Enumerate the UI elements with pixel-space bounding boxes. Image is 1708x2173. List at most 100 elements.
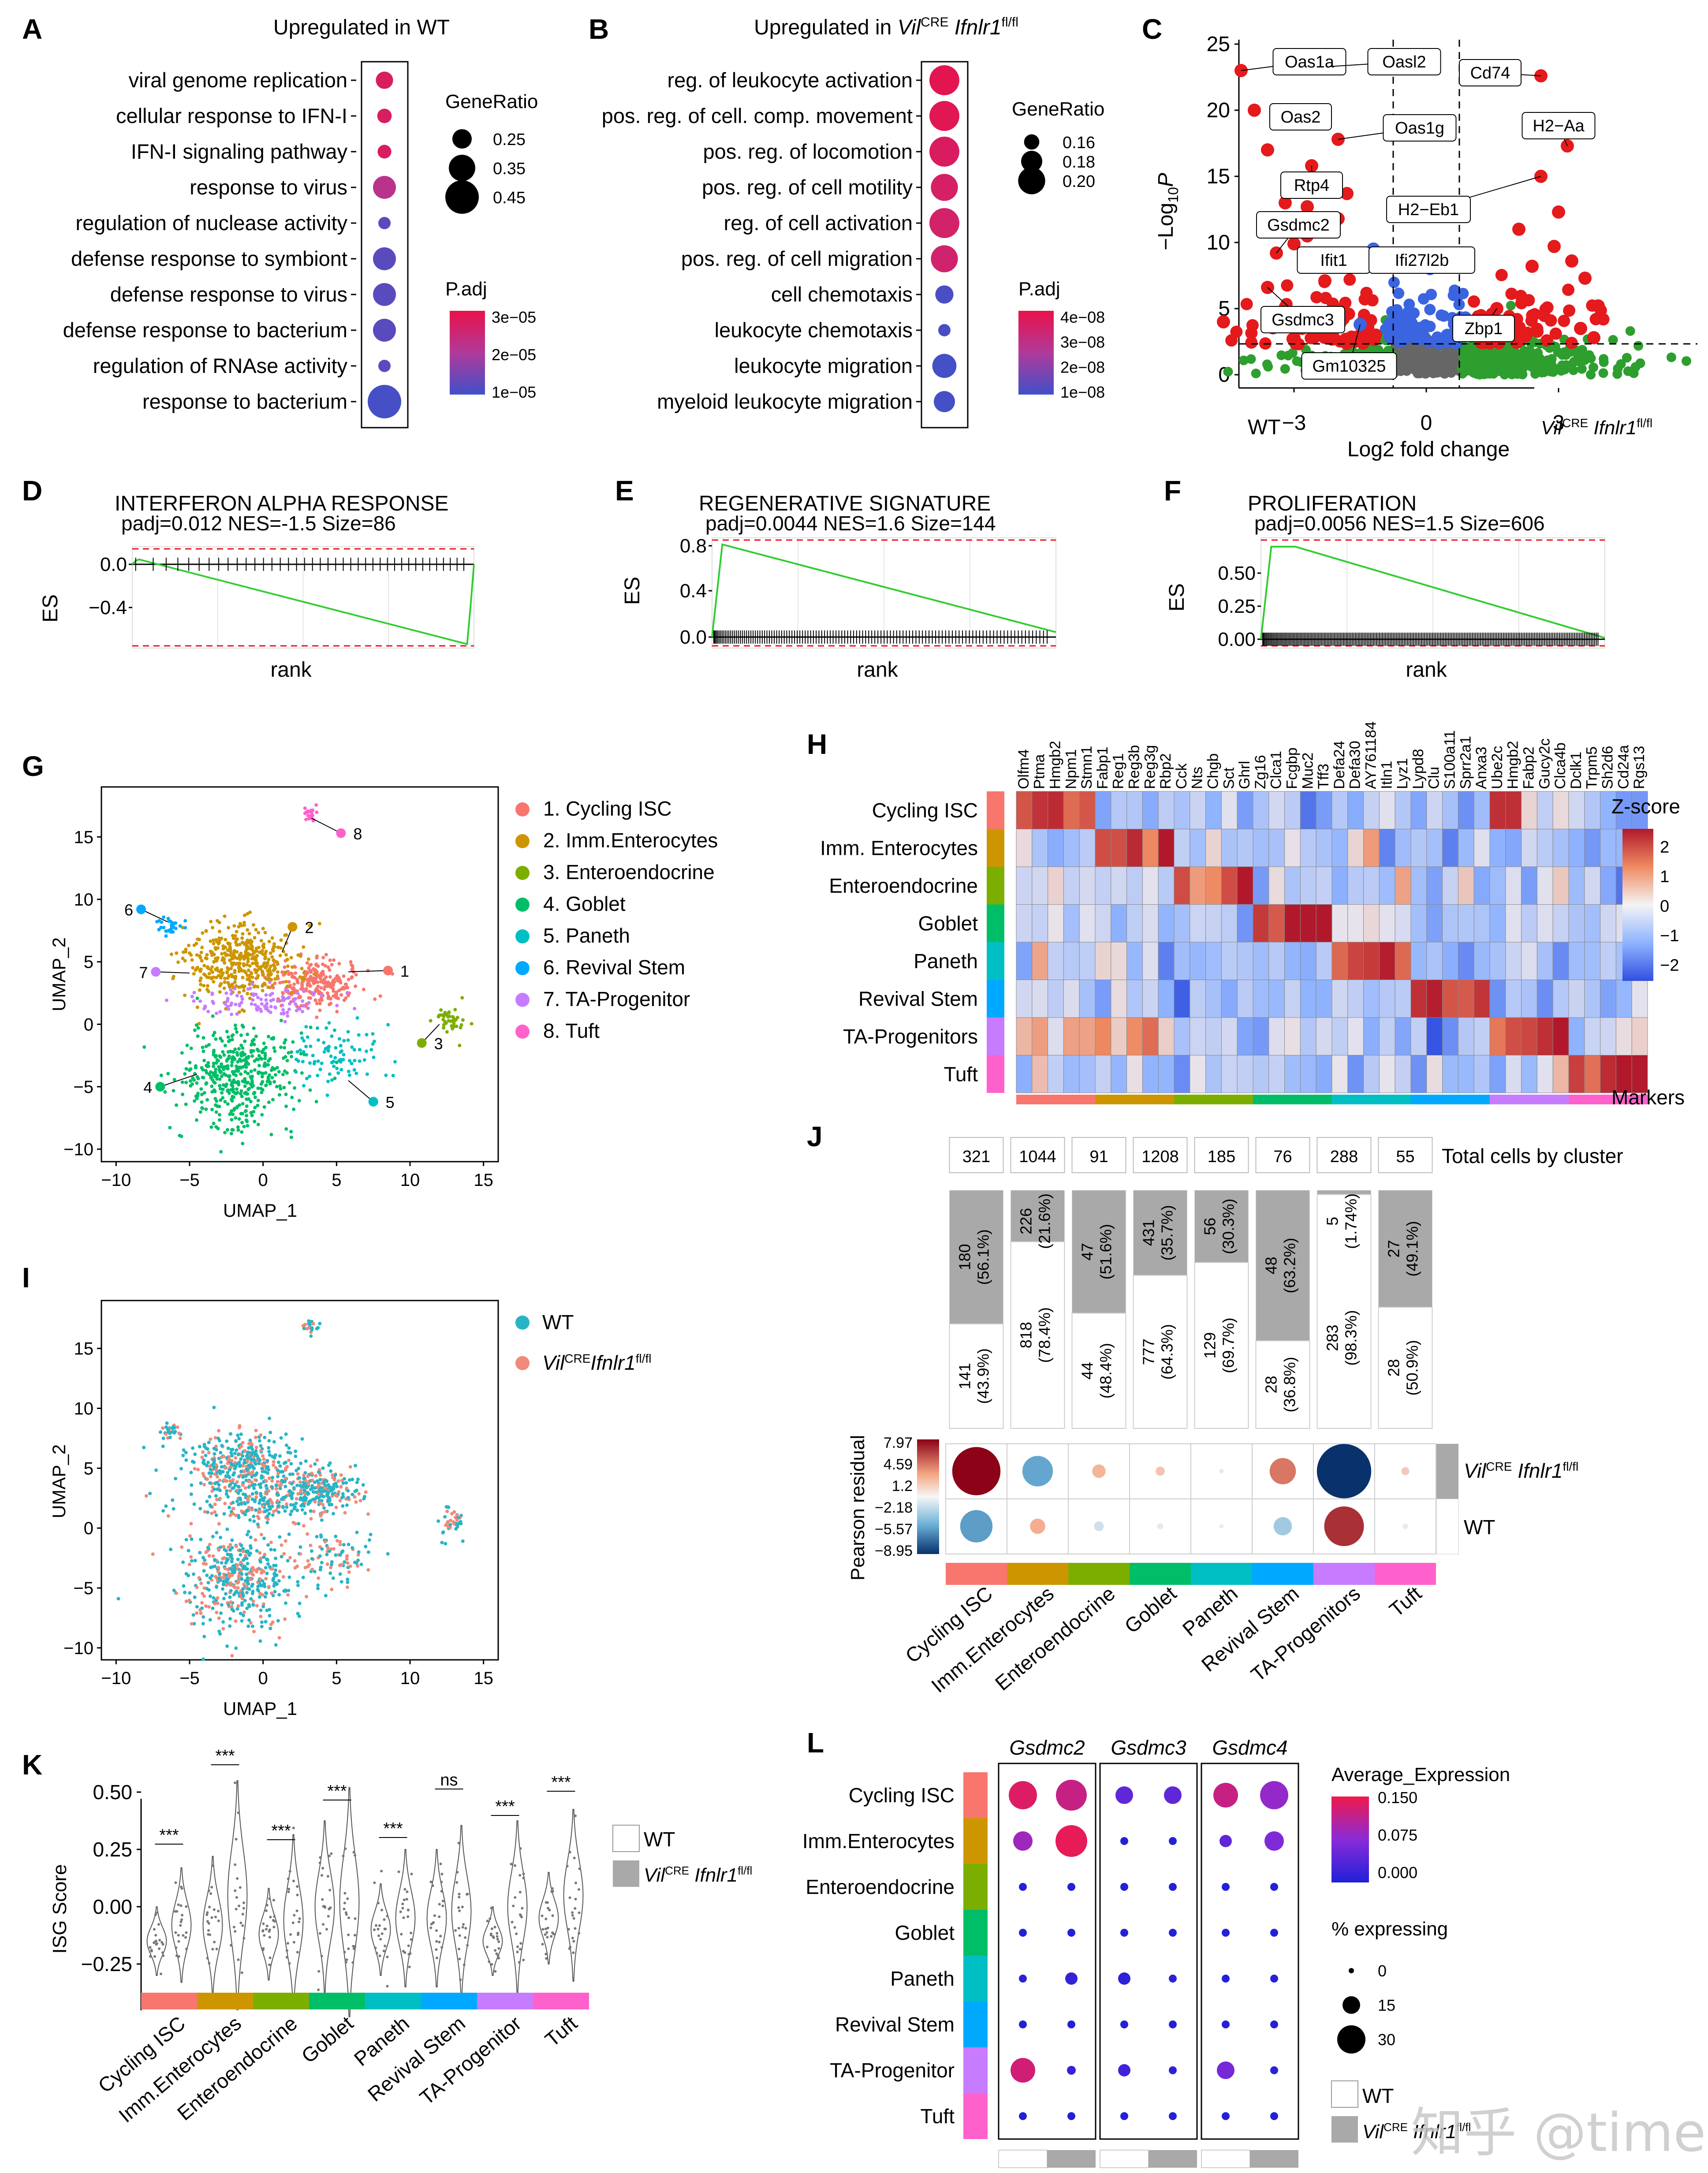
i-point xyxy=(213,1558,217,1562)
i-point xyxy=(222,1556,226,1560)
c-point xyxy=(1633,341,1644,351)
i-point xyxy=(192,1572,196,1576)
h-cell xyxy=(1521,866,1537,905)
b-color-legend-label: 3e−08 xyxy=(1060,333,1105,351)
i-point xyxy=(257,1517,261,1521)
h-gene-label: Cck xyxy=(1173,763,1190,789)
g-point xyxy=(201,931,205,935)
h-cell xyxy=(1205,1055,1222,1093)
a-term-dot xyxy=(376,71,393,89)
i-point xyxy=(328,1503,332,1507)
h-cell xyxy=(1221,942,1238,980)
g-point xyxy=(234,1027,238,1031)
h-cell xyxy=(1379,904,1395,943)
h-cell xyxy=(1473,942,1490,980)
c-point xyxy=(1292,356,1302,366)
I-ticks-ytick: −10 xyxy=(63,1639,93,1658)
h-cell xyxy=(1142,942,1159,980)
g-point xyxy=(218,1077,222,1081)
g-point xyxy=(250,982,254,986)
k-cluster-colorbar xyxy=(477,1993,533,2009)
h-cell xyxy=(1521,980,1537,1018)
i-point xyxy=(189,1522,193,1526)
c-point xyxy=(1556,366,1566,376)
i-point xyxy=(158,1430,162,1434)
h-cell xyxy=(1410,866,1427,905)
j-residual-dot xyxy=(952,1447,1001,1495)
l-dot xyxy=(1013,1831,1033,1851)
g-point xyxy=(218,990,222,994)
i-point xyxy=(345,1486,349,1490)
i-point xyxy=(169,1547,173,1551)
h-cell xyxy=(1536,1055,1553,1093)
g-point xyxy=(268,993,272,997)
i-point xyxy=(161,1436,165,1440)
i-point xyxy=(292,1486,296,1490)
G-ticks-ytick: −5 xyxy=(73,1077,93,1097)
h-gene-label: Hmgb2 xyxy=(1047,741,1064,789)
g-point xyxy=(302,989,306,993)
j-ko-count: 431 xyxy=(1140,1219,1158,1246)
h-gene-label: Rgs13 xyxy=(1631,746,1648,789)
g-point xyxy=(260,1002,264,1006)
i-point xyxy=(281,1505,285,1509)
g-point xyxy=(279,1018,283,1022)
g-point xyxy=(269,999,273,1003)
g-point xyxy=(183,993,187,997)
i-point xyxy=(332,1478,336,1482)
i-point xyxy=(211,1554,215,1558)
k-violin xyxy=(339,1787,360,2017)
g-point xyxy=(241,976,245,980)
g-point xyxy=(234,975,238,979)
h-cell xyxy=(1568,1055,1585,1093)
i-point xyxy=(178,1436,182,1440)
g-point xyxy=(315,1015,319,1019)
g-point xyxy=(171,930,175,934)
i-point xyxy=(332,1487,336,1491)
g-point xyxy=(310,813,314,817)
l-dot xyxy=(1067,2112,1075,2120)
g-point xyxy=(195,1005,199,1009)
g-legend-swatch xyxy=(515,1025,530,1039)
panel-a: Upregulated in WT viral genome replicati… xyxy=(63,16,538,429)
h-gene-label: Nts xyxy=(1189,767,1206,789)
g-point xyxy=(264,1083,268,1087)
i-point xyxy=(320,1518,324,1522)
c-point xyxy=(1502,347,1512,357)
i-point xyxy=(259,1433,263,1437)
c-point xyxy=(1616,359,1626,369)
h-cell xyxy=(1442,829,1458,867)
i-point xyxy=(199,1611,203,1615)
i-point xyxy=(219,1460,223,1464)
i-point xyxy=(211,1535,215,1539)
g-point xyxy=(298,994,302,998)
h-cell xyxy=(1016,791,1033,829)
g-point xyxy=(235,1064,239,1068)
c-point xyxy=(1630,362,1641,372)
i-point xyxy=(239,1469,243,1473)
l-row-colorbar xyxy=(963,2047,988,2093)
g-point xyxy=(246,928,250,932)
j-wt-pct: (36.8%) xyxy=(1281,1357,1299,1413)
g-point xyxy=(171,922,175,926)
g-point xyxy=(354,984,358,988)
h-cell xyxy=(1237,1055,1253,1093)
h-cell xyxy=(1063,829,1080,867)
i-point xyxy=(181,1454,185,1457)
g-point xyxy=(322,981,326,985)
i-point xyxy=(332,1547,336,1551)
i-point xyxy=(252,1629,256,1633)
k-violin xyxy=(258,1888,279,1981)
l-row-label: Goblet xyxy=(895,1921,955,1944)
h-cell xyxy=(1237,866,1253,905)
i-point xyxy=(309,1487,313,1491)
g-point xyxy=(327,1003,331,1006)
h-gene-label: Hmgb2 xyxy=(1505,741,1522,789)
g-point xyxy=(447,1010,451,1014)
i-point xyxy=(195,1605,199,1609)
h-gene-label: Ptma xyxy=(1031,754,1048,789)
g-point xyxy=(254,1034,258,1038)
l-dot xyxy=(1222,1929,1230,1937)
i-point xyxy=(237,1516,241,1520)
g-point xyxy=(270,984,274,988)
